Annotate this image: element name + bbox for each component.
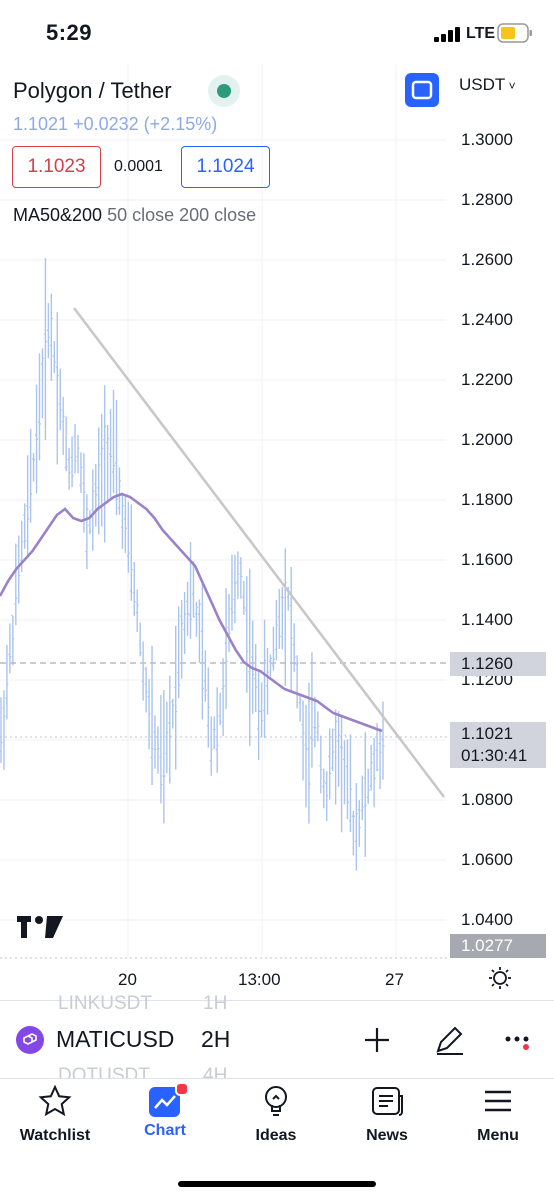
- market-open-icon: [208, 75, 240, 107]
- chart-grid: [0, 64, 450, 959]
- symbol-selector[interactable]: MATICUSD: [16, 1025, 176, 1057]
- home-indicator: [178, 1181, 376, 1187]
- tab-watchlist[interactable]: Watchlist: [5, 1084, 105, 1145]
- tab-menu-label: Menu: [477, 1127, 519, 1144]
- tab-ideas[interactable]: Ideas: [226, 1084, 326, 1145]
- currency-label: USDT: [459, 75, 506, 94]
- signal-icon: [434, 27, 462, 47]
- battery-icon: [497, 23, 533, 48]
- newspaper-icon: [337, 1084, 437, 1123]
- tab-news-label: News: [366, 1127, 408, 1144]
- tab-chart-label: Chart: [144, 1122, 186, 1139]
- last-price-tag: 1.1021 01:30:41: [450, 722, 546, 768]
- tab-news[interactable]: News: [337, 1084, 437, 1145]
- y-tick-label: 1.1800: [461, 490, 513, 509]
- notification-dot: [175, 1082, 189, 1096]
- x-tick-1300: 13:00: [238, 970, 281, 989]
- last-price-value: 1.1021: [461, 724, 513, 743]
- tab-bar: [0, 1078, 554, 1201]
- status-time: 5:29: [46, 20, 93, 45]
- y-tick-label: 1.3000: [461, 130, 513, 149]
- spread-value: 0.0001: [114, 158, 163, 175]
- last-price: 1.1021: [13, 114, 69, 134]
- symbol-name: MATICUSD: [56, 1026, 175, 1052]
- ghost-symbol-above: LINKUSDT: [58, 993, 152, 1014]
- ghost-interval-above: 1H: [203, 993, 228, 1014]
- buy-price-button[interactable]: 1.1024: [181, 146, 270, 188]
- y-tick-label: 1.1600: [461, 550, 513, 569]
- star-icon: [5, 1084, 105, 1123]
- lightbulb-icon: [226, 1084, 326, 1123]
- hamburger-icon: [448, 1084, 548, 1123]
- low-price-tag: 1.0277: [450, 934, 546, 958]
- indicator-params: 50 close 200 close: [107, 205, 257, 225]
- drawing-pen-icon[interactable]: [432, 1023, 466, 1062]
- sell-price-button[interactable]: 1.1023: [12, 146, 101, 188]
- price-chart[interactable]: [0, 64, 554, 1000]
- tab-watchlist-label: Watchlist: [19, 1127, 91, 1144]
- fullscreen-icon[interactable]: [405, 73, 439, 107]
- chart-icon: [115, 1082, 215, 1118]
- x-tick-27: 27: [385, 970, 404, 989]
- more-options-icon[interactable]: [505, 1035, 533, 1056]
- chevron-down-icon: ˅: [505, 79, 516, 93]
- y-tick-label: 1.2800: [461, 190, 513, 209]
- price-change-pct: (+2.15%): [143, 114, 218, 134]
- y-tick-label: 1.2400: [461, 310, 513, 329]
- network-label: LTE: [466, 25, 496, 42]
- y-tick-label: 1.0400: [461, 910, 513, 929]
- y-tick-label: 1.2600: [461, 250, 513, 269]
- trend-line: [72, 307, 446, 798]
- tradingview-logo: [17, 914, 63, 945]
- y-tick-label: 1.1400: [461, 610, 513, 629]
- y-tick-label: 1.2200: [461, 370, 513, 389]
- polygon-logo-icon: [16, 1026, 44, 1054]
- tab-ideas-label: Ideas: [255, 1127, 297, 1144]
- chart-settings-icon[interactable]: [488, 966, 512, 995]
- add-icon[interactable]: [364, 1027, 390, 1058]
- symbol-title[interactable]: Polygon / Tether: [13, 78, 172, 103]
- currency-selector[interactable]: USDT ˅: [459, 75, 516, 95]
- price-change: +0.0232: [73, 114, 139, 134]
- indicator-legend[interactable]: MA50&200 50 close 200 close: [13, 205, 256, 226]
- tab-menu[interactable]: Menu: [448, 1084, 548, 1145]
- indicator-name: MA50&200: [13, 205, 103, 225]
- y-tick-label: 1.2000: [461, 430, 513, 449]
- moving-average: [0, 307, 446, 798]
- ma-line: [0, 492, 383, 733]
- interval-selector[interactable]: 2H: [201, 1026, 231, 1052]
- symbol-toolbar: LINKUSDT 1H MATICUSD 2H DOTUSDT 4H: [0, 993, 554, 1086]
- candles: [0, 258, 385, 871]
- x-tick-20: 20: [118, 970, 137, 989]
- y-tick-label: 1.0600: [461, 850, 513, 869]
- price-change-line: 1.1021 +0.0232 (+2.15%): [13, 114, 217, 135]
- high-price-tag: 1.1260: [450, 652, 546, 676]
- y-tick-label: 1.0800: [461, 790, 513, 809]
- candle-countdown: 01:30:41: [461, 746, 528, 765]
- tab-chart[interactable]: Chart: [115, 1082, 215, 1140]
